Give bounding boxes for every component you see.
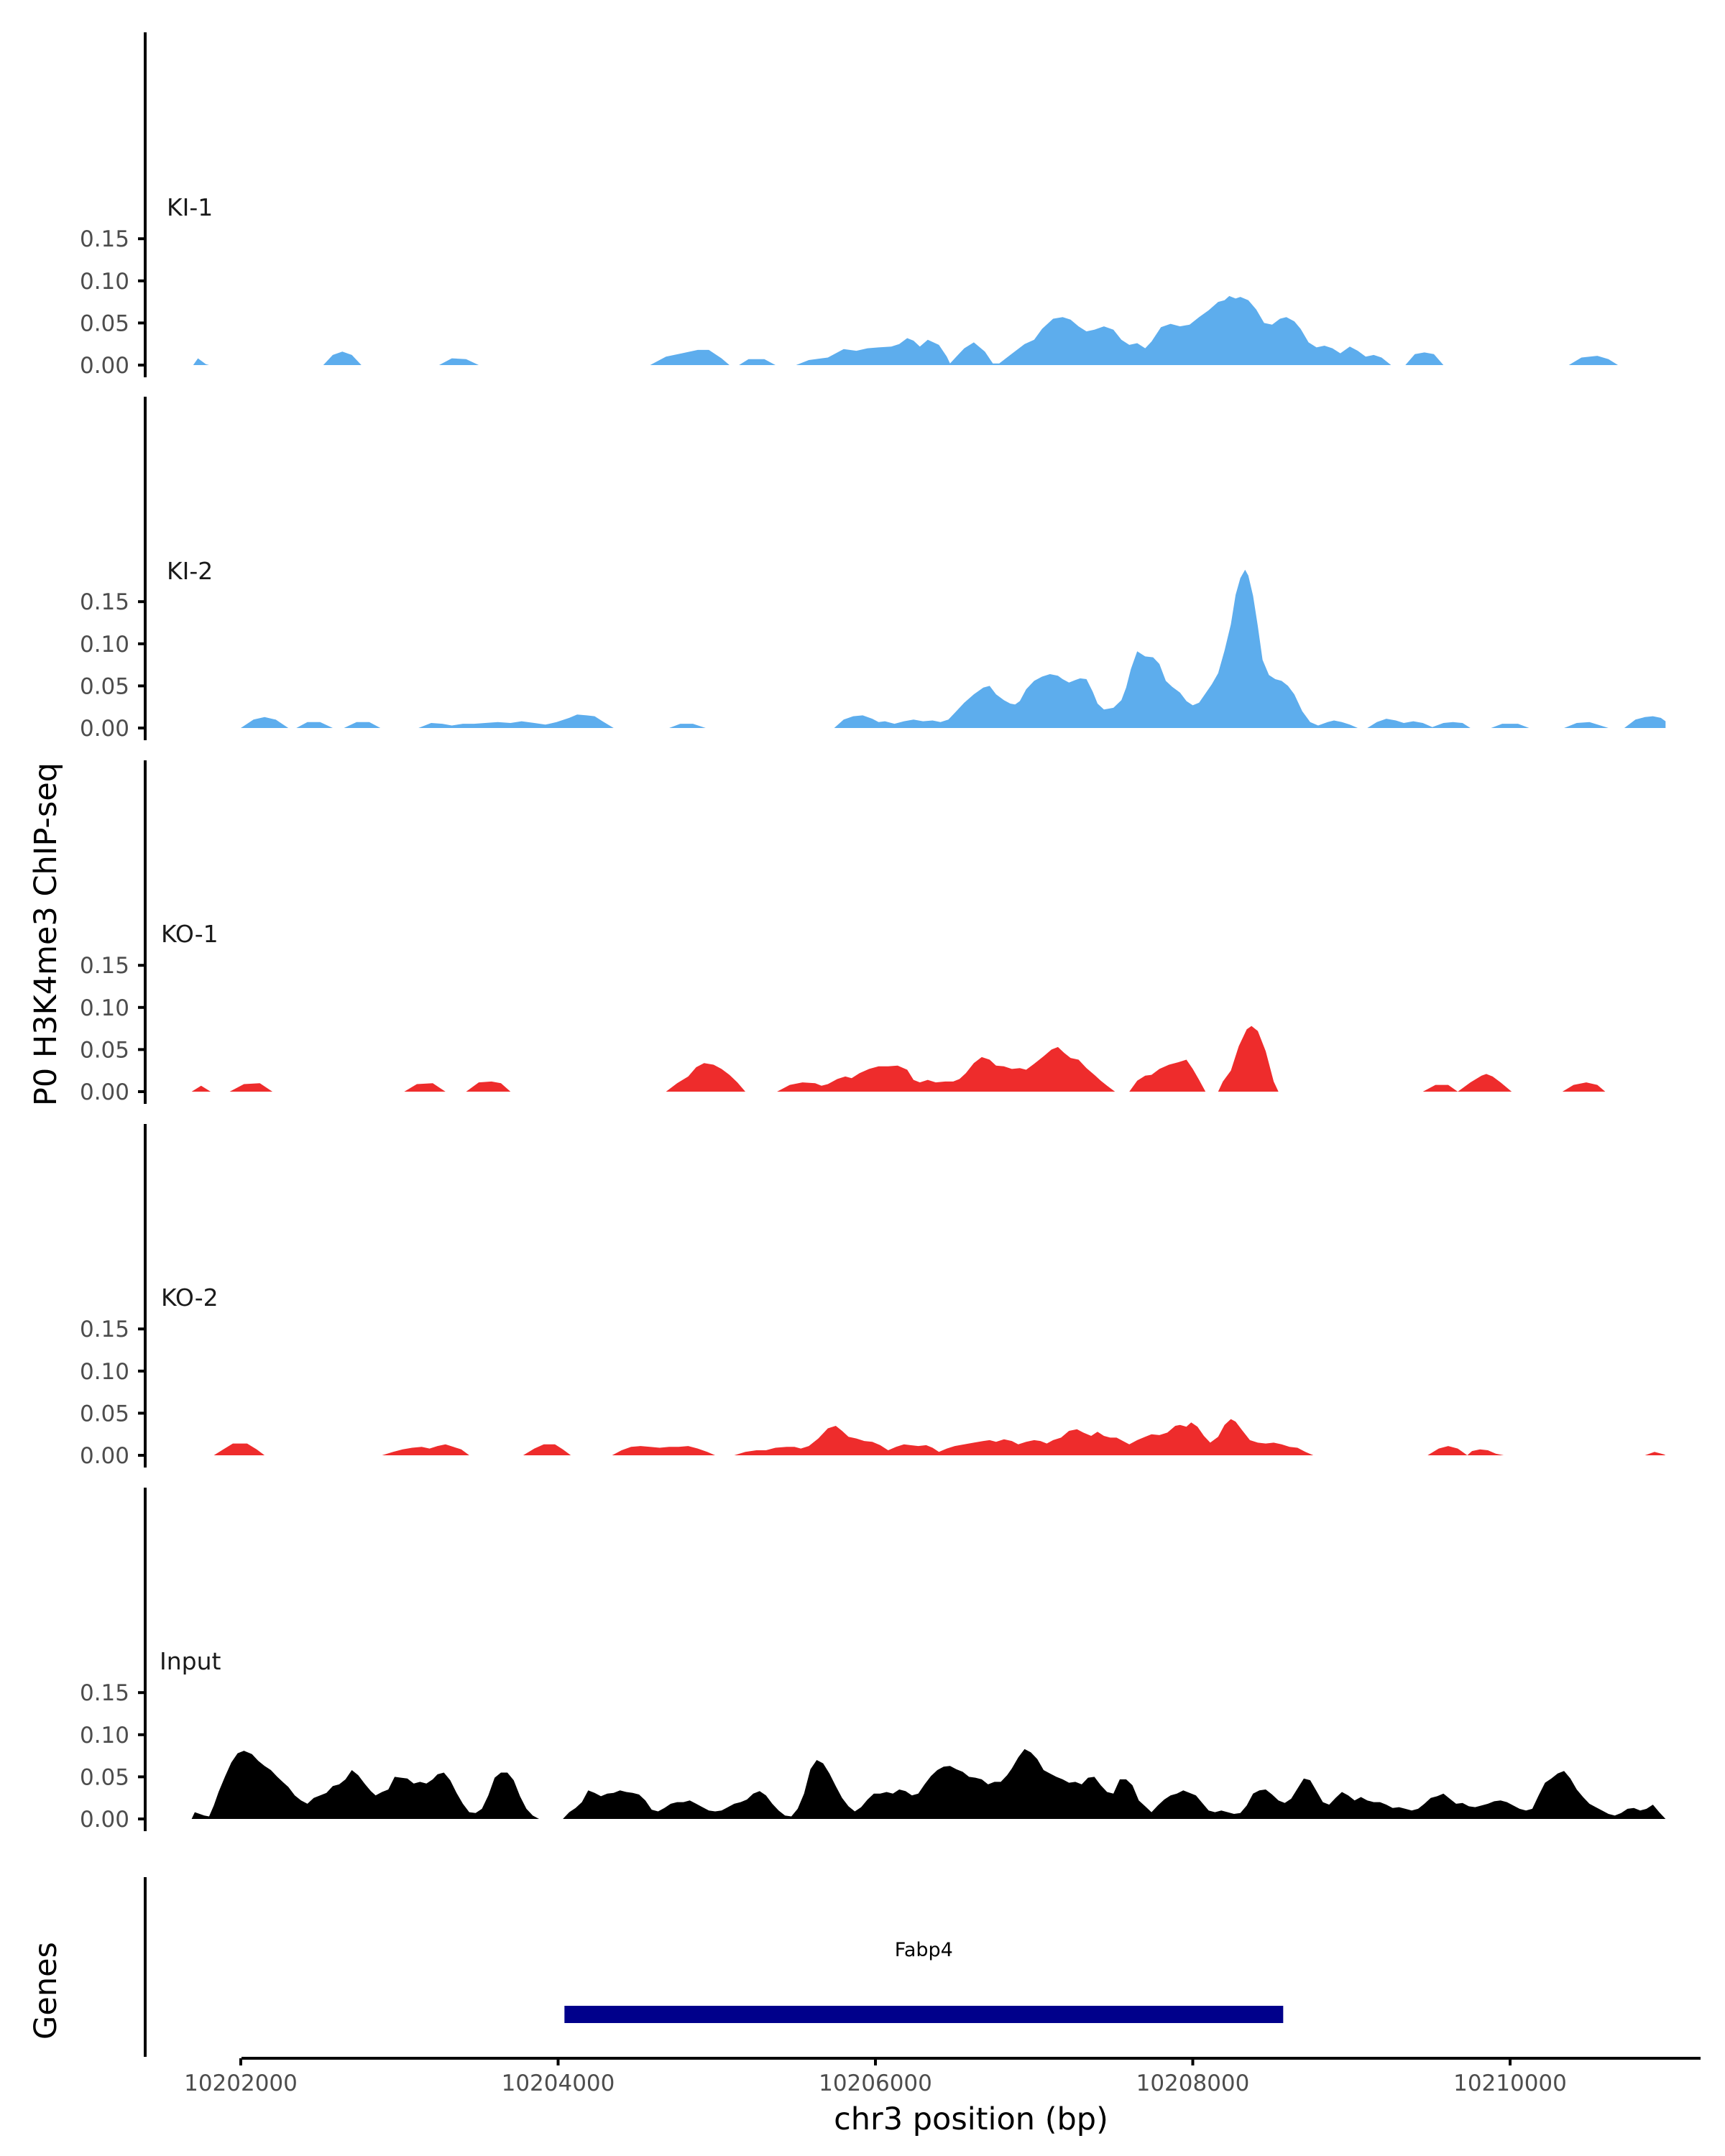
- x-tick-label: 10204000: [502, 2070, 615, 2096]
- y-tick-label: 0.05: [80, 1037, 129, 1063]
- signal-area-input: [191, 1749, 1666, 1819]
- genes-track-title: Genes: [28, 1942, 64, 2040]
- x-tick-label: 10202000: [184, 2070, 298, 2096]
- signal-area-ki-2: [241, 569, 1666, 728]
- track-ki-1: 0.00 0.05 0.10 0.15 KI-1: [80, 32, 1619, 379]
- track-label: KI-2: [167, 557, 213, 585]
- y-tick-label: 0.15: [80, 589, 129, 615]
- y-tick-label: 0.10: [80, 995, 129, 1021]
- y-tick-label: 0.05: [80, 1401, 129, 1427]
- signal-area-ko-1: [191, 1026, 1606, 1092]
- y-tick-label: 0.00: [80, 1807, 129, 1833]
- x-tick-label: 10206000: [819, 2070, 932, 2096]
- y-tick-label: 0.05: [80, 310, 129, 336]
- signal-area-ko-2: [213, 1419, 1666, 1455]
- y-tick-label: 0.10: [80, 1359, 129, 1385]
- track-label: KO-2: [161, 1284, 218, 1312]
- y-tick-label: 0.05: [80, 1764, 129, 1790]
- y-tick-label: 0.15: [80, 1680, 129, 1706]
- y-axis-title: P0 H3K4me3 ChIP-seq: [28, 763, 64, 1106]
- y-tick-label: 0.10: [80, 269, 129, 295]
- track-ko-2: 0.00 0.05 0.10 0.15 KO-2: [80, 1124, 1666, 1469]
- gene-label: Fabp4: [895, 1939, 953, 1961]
- x-axis-title: chr3 position (bp): [834, 2101, 1108, 2137]
- x-tick-label: 10208000: [1136, 2070, 1250, 2096]
- y-tick-label: 0.05: [80, 673, 129, 699]
- gene-body-fabp4: [564, 2006, 1284, 2023]
- y-tick-label: 0.15: [80, 226, 129, 252]
- y-tick-label: 0.00: [80, 353, 129, 379]
- y-tick-label: 0.15: [80, 953, 129, 979]
- y-tick-label: 0.10: [80, 632, 129, 658]
- y-tick-label: 0.00: [80, 1079, 129, 1105]
- signal-area-ki-1: [193, 295, 1619, 365]
- track-input: 0.00 0.05 0.10 0.15 Input: [80, 1488, 1666, 1833]
- y-tick-label: 0.15: [80, 1317, 129, 1342]
- y-tick-label: 0.10: [80, 1723, 129, 1749]
- x-tick-label: 10210000: [1453, 2070, 1567, 2096]
- track-label: Input: [160, 1647, 221, 1675]
- track-label: KI-1: [167, 193, 213, 221]
- y-tick-label: 0.00: [80, 716, 129, 742]
- track-label: KO-1: [161, 920, 218, 948]
- y-tick-label: 0.00: [80, 1443, 129, 1469]
- track-ko-1: 0.00 0.05 0.10 0.15 KO-1: [80, 760, 1606, 1105]
- track-ki-2: 0.00 0.05 0.10 0.15 KI-2: [80, 397, 1666, 742]
